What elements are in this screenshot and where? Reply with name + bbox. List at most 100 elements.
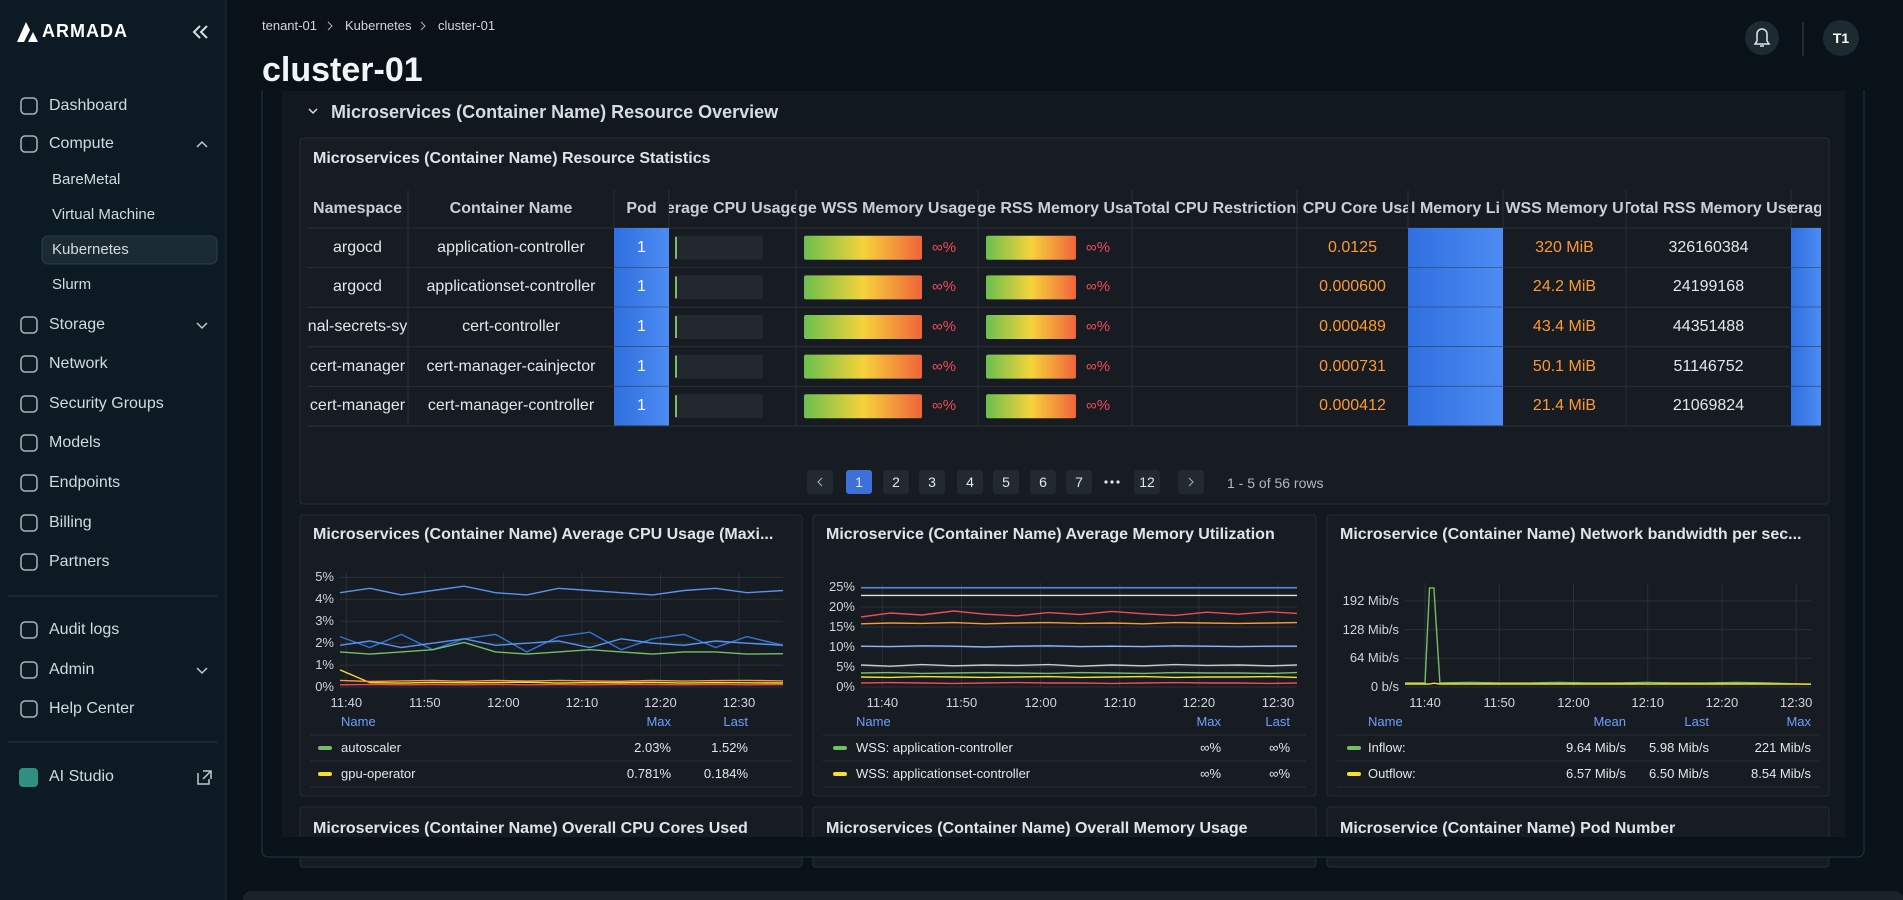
next-page[interactable] [1178,470,1204,494]
rss-memory: 21069824 [1672,397,1745,415]
nav-item[interactable]: Billing [49,514,92,531]
page-number[interactable]: 2 [892,474,900,490]
y-tick-label: 128 Mib/s [1342,621,1399,637]
wss-usage: ∞% [932,318,957,335]
series-line [860,645,1297,648]
chevron [196,322,208,330]
legend-swatch [833,746,847,750]
legend-name[interactable]: gpu-operator [341,766,416,781]
y-tick-label: 1% [315,657,334,673]
page-number[interactable]: 5 [1002,474,1010,490]
rss-usage-gauge [986,275,1076,300]
nav-item[interactable]: Partners [49,553,110,570]
column-header: erag [1791,200,1821,217]
nav-item[interactable]: Storage [49,316,106,333]
legend-swatch [833,772,847,776]
y-tick-label: 25% [828,579,855,594]
x-tick-label: 12:00 [487,695,520,710]
nav-item[interactable]: Network [49,355,108,372]
scroll-track [243,891,1903,900]
cpu-usage-gauge [675,315,763,339]
page-button[interactable] [883,470,909,494]
nav-icon [20,135,38,153]
nav-subitem[interactable]: BareMetal [52,171,121,188]
legend-name[interactable]: WSS: applicationset-controller [856,766,1031,781]
collapse-icon[interactable] [192,25,208,39]
logo-mark [17,22,38,42]
nav-item[interactable]: Admin [49,661,95,678]
legend-value: 0.781% [626,766,671,781]
x-tick-label: 12:20 [1182,695,1216,710]
bell-icon [1753,28,1771,47]
legend-value: 8.54 Mib/s [1751,766,1811,781]
notification-button[interactable] [1745,21,1779,55]
legend-value: ∞% [1269,766,1290,781]
cpu-cores: 0.000600 [1319,278,1386,296]
wss-usage-gauge [804,275,922,300]
page-button[interactable] [993,470,1019,494]
chart-title: Microservice (Container Name) Network ba… [1340,526,1802,543]
prev-icon [817,477,823,487]
x-tick-label: 11:40 [330,695,363,710]
wss-usage: ∞% [932,397,957,415]
page-button[interactable] [846,470,872,494]
avatar-initials: T1 [1832,30,1850,46]
ellipsis-dot [1110,480,1114,484]
cpu-usage-gauge [675,275,763,300]
breadcrumb[interactable]: tenant-01 [262,18,317,33]
page-button[interactable] [957,470,983,494]
nav-subitem[interactable]: Virtual Machine [52,206,156,223]
nav-icon [20,316,38,334]
page-number[interactable]: 6 [1039,474,1047,490]
nav-item[interactable]: Compute [49,135,114,152]
rss-usage: ∞% [1086,397,1111,415]
nav-item[interactable]: Models [49,434,101,451]
section-chevron[interactable] [308,108,318,115]
x-tick-label: 12:00 [1557,695,1590,710]
series-line [860,675,1298,679]
avatar[interactable] [1823,20,1859,56]
wss-usage-gauge [804,235,922,260]
memory-limit-cell [1408,228,1503,268]
column-header: l CPU Core Usa [1297,200,1408,217]
pod-cell [614,228,669,268]
legend-value: 2.03% [634,740,671,755]
nav-item[interactable]: Dashboard [49,97,128,114]
chevron [196,667,208,675]
legend-name[interactable]: autoscaler [341,740,401,755]
x-tick-label: 12:30 [722,695,756,710]
prev-page[interactable] [807,470,833,494]
y-tick-label: 15% [828,619,855,634]
page-button[interactable] [1134,470,1160,494]
nav-item[interactable]: Endpoints [49,474,121,491]
page-number[interactable]: 3 [928,474,936,490]
nav-item[interactable]: AI Studio [49,768,114,785]
page-number[interactable]: 7 [1075,474,1083,490]
page-button[interactable] [919,470,945,494]
legend-name[interactable]: Inflow: [1368,740,1406,755]
y-tick-label: 0% [836,679,855,694]
page-number[interactable]: 4 [966,474,974,490]
cpu-usage-gauge-fill [675,316,677,338]
legend-name[interactable]: Outflow: [1368,766,1416,781]
legend-header: Name [341,714,376,729]
page-number[interactable]: 1 [855,474,863,490]
breadcrumb[interactable]: Kubernetes [345,18,412,33]
page-number[interactable]: 12 [1139,474,1155,490]
nav-icon [20,514,38,532]
page-button[interactable] [1066,470,1092,494]
page-button[interactable] [1030,470,1056,494]
cpu-cores: 0.000731 [1319,357,1386,375]
nav-icon [20,434,38,452]
x-tick-label: 12:10 [565,695,599,710]
nav-item[interactable]: Help Center [49,700,135,717]
nav-subitem[interactable]: Kubernetes [52,241,129,258]
namespace: cert-manager [309,397,406,415]
nav-item[interactable]: Security Groups [49,395,164,412]
nav-subitem[interactable]: Slurm [52,276,92,293]
legend-name[interactable]: WSS: application-controller [856,740,1013,755]
nav-item[interactable]: Audit logs [49,621,120,638]
ellipsis-dot [1104,480,1108,484]
y-tick-label: 3% [315,613,334,629]
